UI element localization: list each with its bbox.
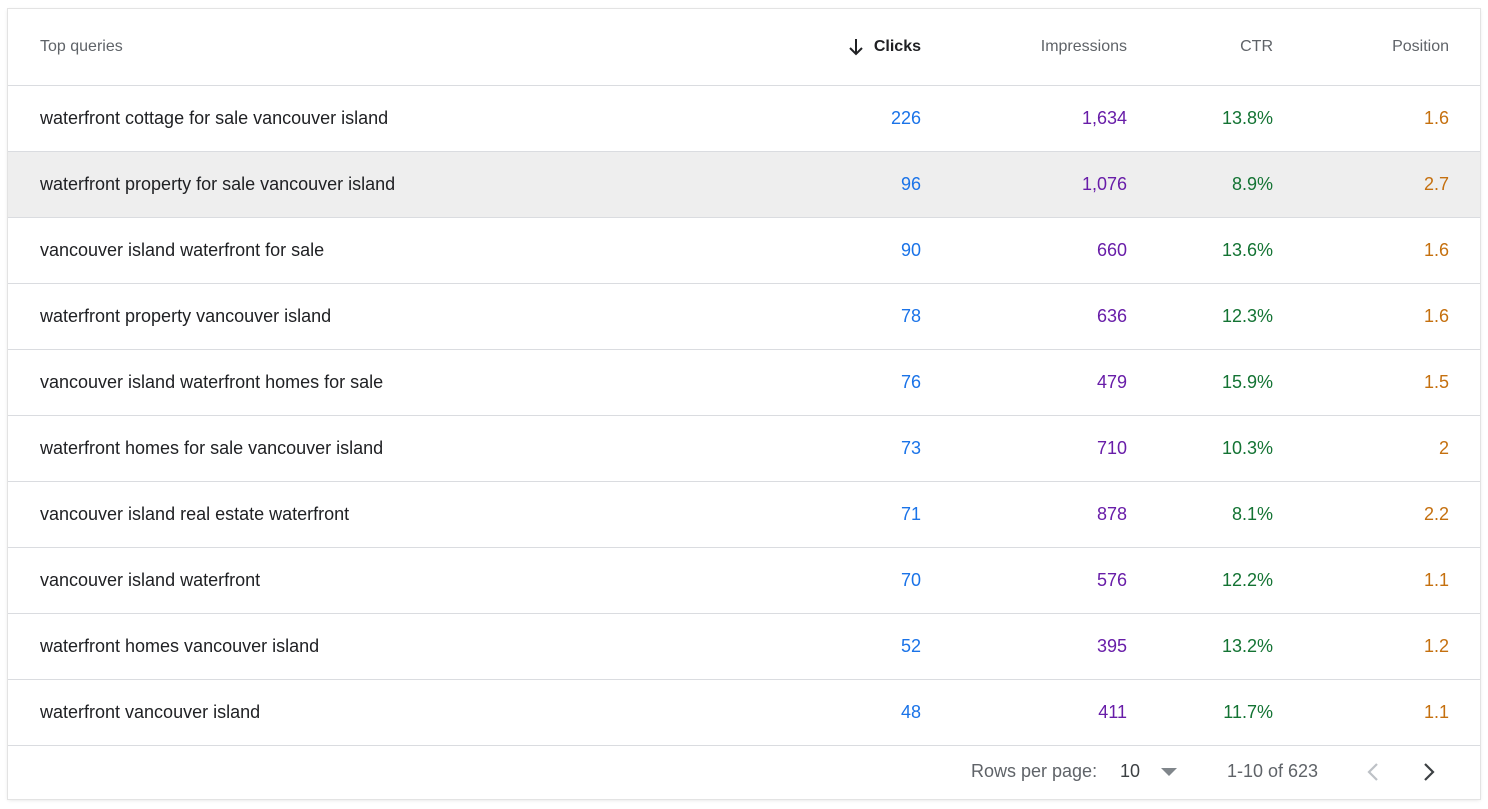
table-row[interactable]: vancouver island waterfront for sale 90 66… — [8, 218, 1480, 284]
clicks-cell: 70 — [900, 570, 921, 590]
ctr-cell: 15.9% — [1221, 372, 1273, 392]
top-queries-table: Top queries Clicks Impressions CTR Posit… — [8, 9, 1480, 799]
table-row[interactable]: vancouver island waterfront homes for sa… — [8, 350, 1480, 416]
query-cell: waterfront property vancouver island — [40, 306, 332, 326]
query-cell: waterfront cottage for sale vancouver is… — [40, 108, 389, 128]
impressions-cell: 395 — [1096, 636, 1127, 656]
clicks-cell: 76 — [900, 372, 921, 392]
chevron-left-icon[interactable] — [1366, 744, 1380, 799]
table-row[interactable]: waterfront homes for sale vancouver isla… — [8, 416, 1480, 482]
rows-per-page-select[interactable]: 10 — [1120, 761, 1141, 781]
impressions-cell: 660 — [1096, 240, 1127, 260]
ctr-cell: 13.2% — [1221, 636, 1273, 656]
position-cell: 1.6 — [1423, 240, 1449, 260]
arrow-down-icon — [848, 38, 864, 56]
query-cell: waterfront property for sale vancouver i… — [40, 174, 396, 194]
impressions-cell: 576 — [1096, 570, 1127, 590]
impressions-cell: 878 — [1096, 504, 1127, 524]
table-row[interactable]: vancouver island waterfront 70 576 12.2% 1.1 — [8, 548, 1480, 614]
ctr-cell: 8.9% — [1231, 174, 1273, 194]
rows-per-page-label: Rows per page: — [971, 761, 1098, 781]
position-cell: 1.6 — [1423, 306, 1449, 326]
impressions-cell: 479 — [1096, 372, 1127, 392]
clicks-cell: 78 — [900, 306, 921, 326]
impressions-cell: 636 — [1096, 306, 1127, 326]
clicks-cell: 52 — [900, 636, 921, 656]
column-header-clicks[interactable]: Clicks — [848, 9, 921, 85]
query-cell: waterfront vancouver island — [40, 702, 261, 722]
query-cell: waterfront homes vancouver island — [40, 636, 320, 656]
chevron-right-icon[interactable] — [1422, 744, 1436, 799]
position-cell: 1.2 — [1423, 636, 1449, 656]
position-cell: 1.6 — [1423, 108, 1449, 128]
position-cell: 1.5 — [1423, 372, 1449, 392]
impressions-cell: 411 — [1098, 702, 1127, 722]
pagination-range: 1-10 of 623 — [1227, 761, 1319, 781]
clicks-cell: 96 — [900, 174, 921, 194]
table-row[interactable]: waterfront property vancouver island 78 63… — [8, 284, 1480, 350]
ctr-cell: 12.2% — [1221, 570, 1273, 590]
impressions-cell: 1,076 — [1081, 174, 1127, 194]
position-cell: 1.1 — [1423, 570, 1449, 590]
clicks-cell: 226 — [890, 108, 921, 128]
column-header-clicks-label: Clicks — [873, 38, 921, 55]
column-header-impressions[interactable]: Impressions — [1040, 38, 1127, 55]
ctr-cell: 10.3% — [1221, 438, 1273, 458]
table-row[interactable]: waterfront homes vancouver island 52 395 13… — [8, 614, 1480, 680]
ctr-cell: 11.7% — [1223, 702, 1273, 722]
table-row[interactable]: waterfront cottage for sale vancouver is… — [8, 86, 1480, 152]
impressions-cell: 710 — [1096, 438, 1127, 458]
query-cell: vancouver island real estate waterfront — [40, 504, 350, 524]
clicks-cell: 90 — [900, 240, 921, 260]
clicks-cell: 48 — [900, 702, 921, 722]
ctr-cell: 8.1% — [1231, 504, 1273, 524]
table-header: Top queries Clicks Impressions CTR Posit… — [8, 9, 1480, 86]
position-cell: 2 — [1438, 438, 1449, 458]
pagination-bar: Rows per page: 10 1-10 of 623 — [8, 744, 1480, 799]
clicks-cell: 73 — [900, 438, 921, 458]
query-cell: vancouver island waterfront for sale — [40, 240, 325, 260]
column-header-position[interactable]: Position — [1392, 38, 1449, 55]
clicks-cell: 71 — [900, 504, 921, 524]
caret-down-icon[interactable] — [1159, 744, 1179, 799]
position-cell: 2.7 — [1423, 174, 1449, 194]
ctr-cell: 13.6% — [1221, 240, 1273, 260]
query-cell: waterfront homes for sale vancouver isla… — [40, 438, 384, 458]
position-cell: 2.2 — [1423, 504, 1449, 524]
column-header-ctr[interactable]: CTR — [1240, 38, 1273, 55]
table-row[interactable]: waterfront vancouver island 48 411 11.7% 1.1 — [8, 680, 1480, 746]
impressions-cell: 1,634 — [1081, 108, 1127, 128]
query-cell: vancouver island waterfront homes for sa… — [40, 372, 384, 392]
table-row[interactable]: vancouver island real estate waterfront 7… — [8, 482, 1480, 548]
ctr-cell: 13.8% — [1221, 108, 1273, 128]
query-cell: vancouver island waterfront — [40, 570, 261, 590]
column-header-query[interactable]: Top queries — [40, 38, 123, 55]
ctr-cell: 12.3% — [1221, 306, 1273, 326]
position-cell: 1.1 — [1423, 702, 1449, 722]
table-row[interactable]: waterfront property for sale vancouver i… — [8, 152, 1480, 218]
